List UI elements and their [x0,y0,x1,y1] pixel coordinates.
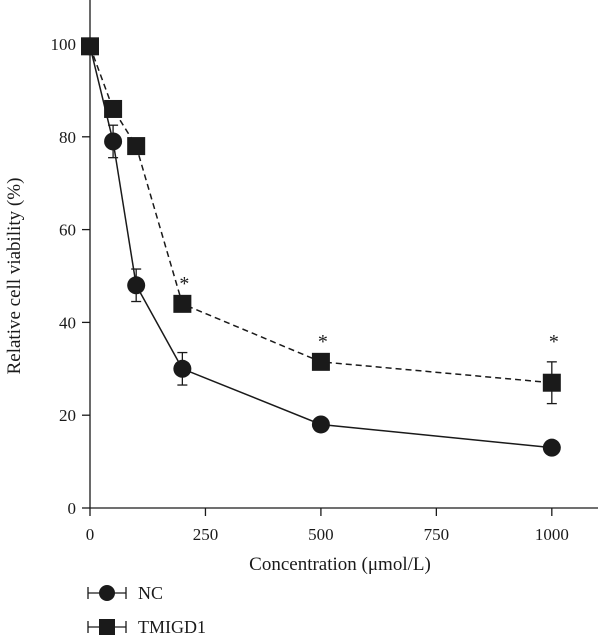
data-point [311,415,330,434]
y-tick-label: 40 [59,313,76,332]
significance-annotation: * [549,331,559,353]
series-layer [81,37,561,457]
x-tick-label: 250 [193,525,219,544]
y-tick-label: 100 [51,35,77,54]
data-point [81,37,99,56]
y-tick-label: 60 [59,221,76,240]
y-tick-label: 0 [68,499,77,518]
legend-label: TMIGD1 [138,617,206,637]
data-point [542,373,561,392]
data-point [173,359,192,378]
data-point [127,276,146,295]
x-tick-label: 750 [424,525,450,544]
annotation-layer: * * * [179,273,558,353]
significance-annotation: * [179,273,189,295]
x-axis-label: Concentration (μmol/L) [249,554,431,575]
legend-marker [99,585,115,601]
series-line [89,46,552,449]
series-nc [81,37,561,457]
x-tick-label: 0 [86,525,95,544]
y-tick-label: 80 [59,128,76,147]
y-tick-label: 20 [59,406,76,425]
x-tick-label: 500 [308,525,334,544]
y-axis-label: Relative cell viability (%) [4,178,25,375]
data-point [173,294,192,313]
legend-label: NC [138,583,163,603]
series-tmigd1 [81,37,561,405]
data-point [311,352,330,371]
legend: NC TMIGD1 [87,583,206,637]
data-point [127,137,146,156]
data-point [104,132,123,151]
significance-annotation: * [318,331,328,353]
data-point [104,99,123,118]
data-point [542,438,561,457]
legend-marker [99,619,115,635]
series-line [89,46,552,384]
x-tick-label: 1000 [535,525,569,544]
